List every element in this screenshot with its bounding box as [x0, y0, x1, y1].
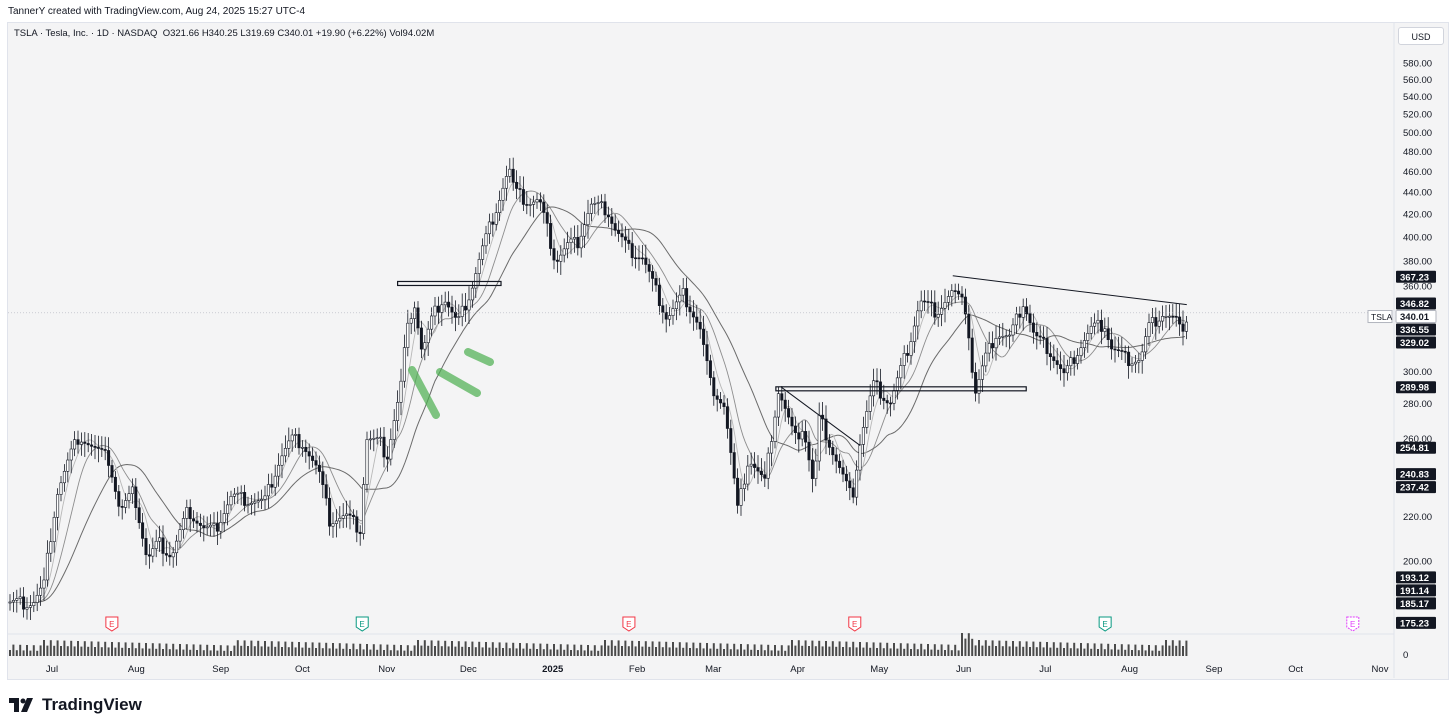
legend-high: H340.25	[201, 28, 238, 39]
footer-brand: TradingView	[42, 695, 142, 714]
legend-close: C340.01	[277, 28, 314, 39]
legend-open: O321.66	[162, 28, 200, 39]
legend-symbol: TSLA · Tesla, Inc. · 1D · NASDAQ	[14, 28, 158, 39]
legend-low: L319.69	[240, 28, 275, 39]
tradingview-footer[interactable]: TradingView	[9, 695, 142, 715]
chart-frame[interactable]	[7, 22, 1449, 680]
chart-author-header: TannerY created with TradingView.com, Au…	[8, 6, 306, 17]
legend-change: +19.90 (+6.22%)	[315, 28, 387, 39]
tradingview-logo-icon	[9, 698, 33, 712]
legend-volume: Vol94.02M	[389, 28, 435, 39]
symbol-legend: TSLA · Tesla, Inc. · 1D · NASDAQ O321.66…	[14, 28, 434, 39]
currency-button[interactable]: USD	[1398, 27, 1444, 45]
